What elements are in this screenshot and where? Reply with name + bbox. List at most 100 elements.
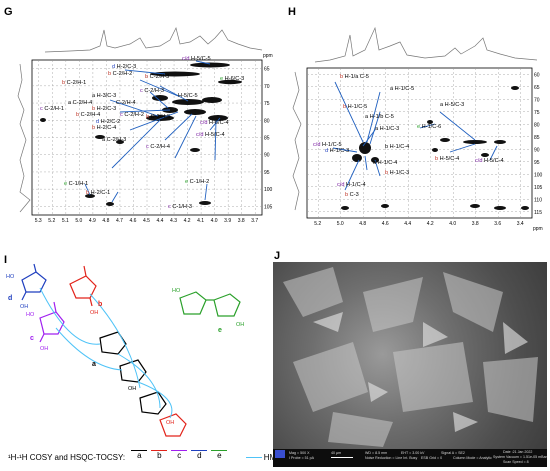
correlation-label: b H-1/C-4 [385,144,409,150]
correlation-label: b C-3 [345,192,359,198]
x-tick-label: 4.8 [359,221,366,227]
x-tick-label: 3.7 [251,218,258,224]
sem-flakes [283,267,538,447]
residue-label-b: b [98,301,102,308]
y-tick-label: 85 [264,136,270,142]
x-tick-label: 4.8 [102,218,109,224]
sem-scale-text: 40 µm [331,451,342,455]
y-tick-label: 65 [264,67,270,73]
sem-scale-bar [331,457,353,458]
x-tick-label: 4.5 [143,218,150,224]
correlation-label: e H-1/C-6 [417,124,441,130]
x-tick-label: 5.3 [35,218,42,224]
y-tick-label: 110 [534,197,542,203]
legend-key-c: c [171,450,188,460]
y-tick-label: 60 [534,72,540,78]
correlation-label: e C-1/H-1 [64,181,88,187]
correlation-label: b H-2/C-1 [86,190,110,196]
x-tick-label: 4.4 [404,221,411,227]
correlation-label: C-2/H-4 [116,100,136,106]
panel-h-projection-left [292,71,302,211]
x-tick-label: 4.7 [116,218,123,224]
residue-label-c: c [30,335,34,342]
x-tick-label: 4.2 [184,218,191,224]
sem-info-probe: I Probe = 51 pA [289,456,315,460]
y-tick-label: 80 [264,118,270,124]
x-tick-label: 4.9 [89,218,96,224]
y-tick-label: 85 [534,135,540,141]
sem-info-signal: Signal A = SE2 [441,451,465,455]
correlation-label: e H-6/C-3 [220,76,244,82]
correlation-label: b H-1/a C-5 [340,74,369,80]
correlation-label: b C-2/H-4 [76,112,100,118]
y-tick-label: 115 [534,210,542,216]
correlation-label: b H-2/C-4 [92,125,116,131]
y-tick-label: 70 [264,84,270,90]
correlation-label: c C-2/H-3 [140,88,164,94]
correlation-label: H-5/C-5 [178,93,198,99]
legend-hmbc-line [245,457,262,459]
x-tick-label: 5.2 [48,218,55,224]
correlation-label: b H-1/C-3 [385,170,409,176]
correlation-label: d H-2/C-2 [96,119,120,125]
x-tick-label: 3.8 [238,218,245,224]
correlation-label: b H-2/C-3 [92,106,116,112]
sem-info-scan: Scan Speed = 8 [503,460,529,464]
residue-label-d: d [8,295,12,302]
correlation-label: c C-2/H-4 [146,144,170,150]
residue-label-a: a [92,361,96,368]
x-tick-label: 5.2 [314,221,321,227]
substituent-label: OH [90,310,98,316]
substituent-label: OH [128,386,136,392]
y-tick-label: 105 [534,185,543,191]
panel-letter-h: H [288,6,296,18]
x-tick-label: 4.1 [197,218,204,224]
correlation-label: e C-1/H-2 [185,179,209,185]
x-tick-label: 4.0 [449,221,456,227]
x-tick-label: 5.0 [337,221,344,227]
panel-g-projection-top [44,26,263,53]
y-tick-label: 80 [534,122,540,128]
sem-info-eht: EHT = 3.00 kV [401,451,425,455]
correlation-label: d H-1/C-3 [325,148,349,154]
y-tick-label: 95 [534,160,540,166]
y-tick-label: 90 [534,147,540,153]
correlation-label: b H-1/C-5 [343,104,367,110]
x-tick-label: 5.0 [75,218,82,224]
sem-info-date: Date :21 Jan 2022 [503,450,533,454]
x-tick-label: 5.1 [62,218,69,224]
substituent-label: OH [20,304,28,310]
correlation-label: a C-2/H-3 [102,137,126,143]
y-tick-label: 75 [534,110,540,116]
correlation-label: a H-3/C-3 [92,93,116,99]
correlation-label: c/d H-5/C-4 [196,132,225,138]
substituent-label: HO [26,312,35,318]
panel-letter-i: I [4,254,8,266]
correlation-label: b C-2/H-5 [146,114,170,120]
panel-j-sem-image: Mag = 500 X I Probe = 51 pA 40 µm WD = 8… [273,262,547,467]
panel-h-ppm-label: ppm [533,226,543,232]
x-tick-label: 3.4 [517,221,524,227]
correlation-label: c/d H-5/C-4 [475,158,504,164]
y-tick-label: 75 [264,101,270,107]
y-tick-label: 70 [534,97,540,103]
panel-g-projection-left [17,63,31,213]
correlation-label: c C-2/H-1 [40,106,64,112]
x-tick-label: 4.4 [157,218,164,224]
correlation-label: c/d H-1/C-5 [313,142,342,148]
sem-info-wd: WD = 8.5 mm [365,451,388,455]
correlation-label: a H-1/C-3 [375,126,399,132]
y-tick-label: 100 [534,172,543,178]
panel-g-spectrum: ppm 5.3 5.2 5.1 5.0 4.9 4.8 4.7 4.6 4.5 4.4 4.3 4.2… [17,26,273,224]
x-tick-label: 4.2 [427,221,434,227]
x-tick-label: 3.9 [224,218,231,224]
correlation-label: c C-1/H-3 [168,204,192,210]
legend-key-e: e [211,450,228,460]
y-tick-label: 90 [264,153,270,159]
x-tick-label: 4.0 [211,218,218,224]
sem-info-bar: Mag = 500 X I Probe = 51 pA 40 µm WD = 8… [273,449,547,467]
correlation-label: c C-2/H-2 [120,112,144,118]
substituent-label: OH [236,322,244,328]
sem-info-vacuum: System Vacuum = 1.51e-05 mBar [493,455,547,459]
